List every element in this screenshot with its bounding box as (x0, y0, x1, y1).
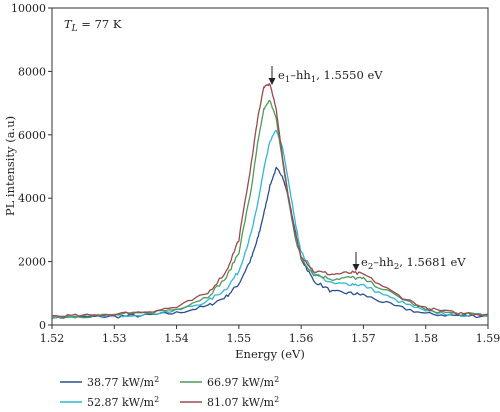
peak2-sub1: 2 (368, 262, 373, 272)
peak1-e: e (278, 68, 285, 82)
y-tick-label-5: 10000 (11, 2, 46, 15)
legend: 38.77 kW/m2 52.87 kW/m2 66.97 kW/m2 81.0… (60, 375, 279, 409)
peak1-tail: , 1.5550 eV (316, 68, 383, 82)
x-tick-label-5: 1.57 (351, 332, 376, 345)
peak2-label: e2–hh2, 1.5681 eV (361, 255, 466, 272)
peak2-annotation: e2–hh2, 1.5681 eV (352, 252, 466, 272)
legend-label-3: 81.07 kW/m2 (207, 395, 279, 409)
y-tick-label-3: 6000 (18, 129, 46, 142)
legend-sup-1: 2 (154, 395, 159, 404)
legend-name-1: 52.87 kW/m (87, 396, 155, 409)
legend-label-1: 52.87 kW/m2 (87, 395, 159, 409)
peak1-sub2: 1 (311, 75, 316, 85)
x-tick-label-3: 1.55 (227, 332, 252, 345)
series-layer (51, 83, 489, 320)
x-tick-label-2: 1.54 (164, 332, 189, 345)
plot-frame (51, 7, 489, 326)
peak2-sub2: 2 (394, 262, 399, 272)
x-tick-label-0: 1.52 (40, 332, 65, 345)
peak2-arrow-head (352, 264, 360, 271)
peak1-label: e1–hh1, 1.5550 eV (278, 68, 383, 85)
x-tick-label-7: 1.59 (476, 332, 500, 345)
x-tick-label-6: 1.58 (413, 332, 438, 345)
x-tick-label-1: 1.53 (102, 332, 127, 345)
legend-label-0: 38.77 kW/m2 (87, 375, 159, 389)
temperature-symbol: T (64, 17, 73, 31)
x-tick-label-4: 1.56 (289, 332, 314, 345)
peak2-tail: , 1.5681 eV (399, 255, 466, 269)
peak2-mid: –hh (373, 255, 394, 269)
temperature-value: = 77 K (78, 17, 122, 31)
peak1-sub1: 1 (285, 75, 290, 85)
legend-item-0: 38.77 kW/m2 (60, 375, 159, 389)
peak1-arrow-head (268, 78, 276, 85)
y-axis: 0 2000 4000 6000 8000 10000 (11, 2, 52, 332)
legend-name-3: 81.07 kW/m (207, 396, 275, 409)
y-tick-label-4: 8000 (18, 65, 46, 78)
y-tick-label-2: 4000 (18, 192, 46, 205)
x-axis: 1.52 1.53 1.54 1.55 1.56 1.57 1.58 1.59 (40, 325, 500, 345)
y-axis-title: PL intensity (a.u) (3, 116, 17, 216)
legend-sup-3: 2 (274, 395, 279, 404)
legend-item-1: 52.87 kW/m2 (60, 395, 159, 409)
legend-name-0: 38.77 kW/m (87, 376, 155, 389)
legend-item-3: 81.07 kW/m2 (180, 395, 279, 409)
legend-item-2: 66.97 kW/m2 (180, 375, 279, 389)
series-line-0 (51, 166, 489, 320)
series-line-1 (51, 129, 489, 319)
temperature-subscript: L (71, 24, 78, 34)
series-line-2 (51, 99, 489, 319)
peak1-mid: –hh (290, 68, 311, 82)
legend-sup-0: 2 (154, 375, 159, 384)
legend-label-2: 66.97 kW/m2 (207, 375, 279, 389)
temperature-annotation: TL = 77 K (64, 17, 122, 34)
peak2-e: e (361, 255, 368, 269)
peak1-annotation: e1–hh1, 1.5550 eV (268, 66, 383, 85)
series-line-3 (51, 83, 489, 319)
legend-sup-2: 2 (274, 375, 279, 384)
y-tick-label-1: 2000 (18, 256, 46, 269)
legend-name-2: 66.97 kW/m (207, 376, 275, 389)
y-tick-label-0: 0 (39, 319, 46, 332)
x-axis-title: Energy (eV) (235, 347, 305, 361)
